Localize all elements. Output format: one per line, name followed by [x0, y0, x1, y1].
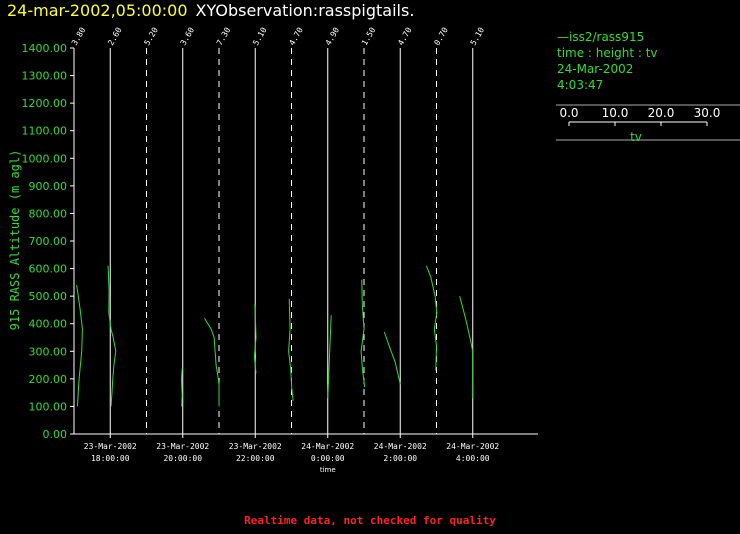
x-tick-date: 23-Mar-2002: [229, 442, 282, 451]
profile-trace: [76, 285, 83, 407]
chart-title: 24-mar-2002,05:00:00 XYObservation:rasspi…: [7, 1, 414, 20]
profile-base-label: 0.70: [432, 26, 450, 47]
x-tick-date: 24-Mar-2002: [301, 442, 354, 451]
profile-trace: [107, 265, 117, 407]
legend-scale-label: tv: [630, 130, 642, 144]
legend-vars: time : height : tv: [557, 46, 658, 60]
x-tick-date: 23-Mar-2002: [156, 442, 209, 451]
y-tick-label: 600.00: [29, 263, 68, 276]
legend-scale-tick-label: 20.0: [648, 106, 675, 120]
y-tick-label: 200.00: [29, 373, 68, 386]
x-tick-date: 24-Mar-2002: [374, 442, 427, 451]
x-tick-time: 2:00:00: [383, 454, 417, 463]
profile-base-label: 5.10: [469, 26, 487, 47]
x-tick-time: 18:00:00: [91, 454, 130, 463]
profile-base-label: 1.50: [360, 26, 378, 47]
y-tick-label: 300.00: [29, 345, 68, 358]
y-axis-label: 915 RASS Altitude (m agl): [8, 150, 22, 331]
x-tick-date: 23-Mar-2002: [84, 442, 137, 451]
profile-trace: [288, 298, 294, 401]
legend-time: 4:03:47: [557, 78, 604, 92]
x-tick-time: 0:00:00: [311, 454, 345, 463]
legend-date: 24-Mar-2002: [557, 62, 634, 76]
profile-trace: [253, 304, 257, 374]
profile-trace: [360, 279, 366, 388]
profile-base-label: 2.60: [106, 26, 124, 47]
profile-trace: [180, 367, 183, 407]
y-tick-label: 1400.00: [22, 42, 68, 55]
legend-scale-tick-label: 10.0: [602, 106, 629, 120]
title-observation: XYObservation:rasspigtails.: [195, 1, 415, 20]
y-tick-label: 0.00: [43, 428, 68, 441]
legend: —iss2/rass915 time : height : tv 24-Mar-…: [557, 29, 658, 93]
y-tick-label: 900.00: [29, 180, 68, 193]
legend-scale-tick-label: 30.0: [694, 106, 721, 120]
profile-base-label: 5.20: [142, 26, 160, 47]
profile-base-label: 4.70: [396, 26, 414, 47]
profile-trace: [204, 317, 220, 407]
profile-base-label: 5.10: [251, 26, 269, 47]
y-tick-label: 1300.00: [22, 70, 68, 83]
profile-base-label: 3.60: [179, 26, 197, 47]
y-tick-label: 100.00: [29, 400, 68, 413]
profile-trace: [383, 331, 401, 385]
title-datetime: 24-mar-2002,05:00:00: [7, 1, 188, 20]
profile-trace: [459, 295, 474, 399]
y-tick-label: 500.00: [29, 290, 68, 303]
profile-base-label: 7.30: [215, 26, 233, 47]
y-tick-label: 800.00: [29, 207, 68, 220]
y-tick-label: 700.00: [29, 235, 68, 248]
profile-trace: [327, 315, 332, 399]
x-tick-time: 22:00:00: [236, 454, 275, 463]
profile-base-label: 4.70: [287, 26, 305, 47]
y-tick-label: 1200.00: [22, 97, 68, 110]
profile-base-label: 4.90: [324, 26, 342, 47]
y-tick-label: 1000.00: [22, 152, 68, 165]
legend-series: —iss2/rass915: [557, 30, 645, 44]
legend-scale-tick-label: 0.0: [559, 106, 578, 120]
x-axis-label: time: [320, 466, 336, 474]
quality-warning: Realtime data, not checked for quality: [244, 514, 496, 527]
x-tick-time: 20:00:00: [163, 454, 202, 463]
profile-trace: [425, 265, 438, 371]
y-tick-label: 400.00: [29, 318, 68, 331]
x-tick-date: 24-Mar-2002: [446, 442, 499, 451]
x-tick-time: 4:00:00: [456, 454, 490, 463]
profile-base-label: 3.80: [70, 26, 88, 47]
y-tick-label: 1100.00: [22, 125, 68, 138]
